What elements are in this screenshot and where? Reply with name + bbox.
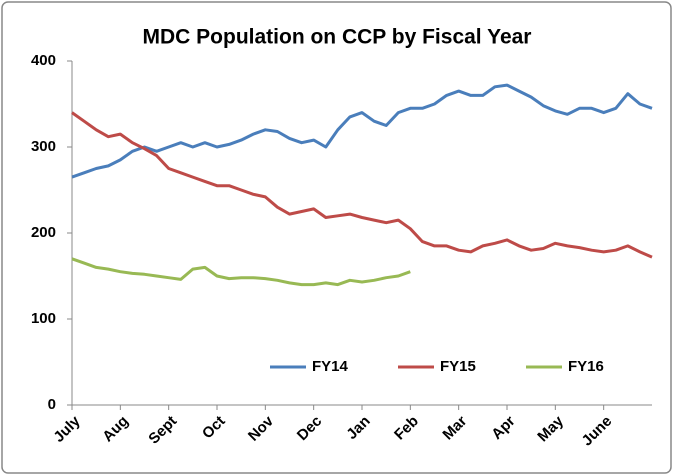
series-line — [71, 257, 411, 287]
legend-label: FY15 — [440, 358, 476, 375]
legend-label: FY16 — [568, 358, 604, 375]
y-tick-label: 0 — [48, 396, 56, 413]
series-line — [71, 83, 653, 179]
legend-label: FY14 — [312, 358, 349, 375]
y-tick-label: 400 — [31, 52, 56, 69]
y-tick-label: 300 — [31, 138, 56, 155]
y-tick-label: 100 — [31, 310, 56, 327]
y-tick-label: 200 — [31, 224, 56, 241]
chart-title: MDC Population on CCP by Fiscal Year — [143, 26, 532, 49]
series-line — [71, 111, 653, 259]
